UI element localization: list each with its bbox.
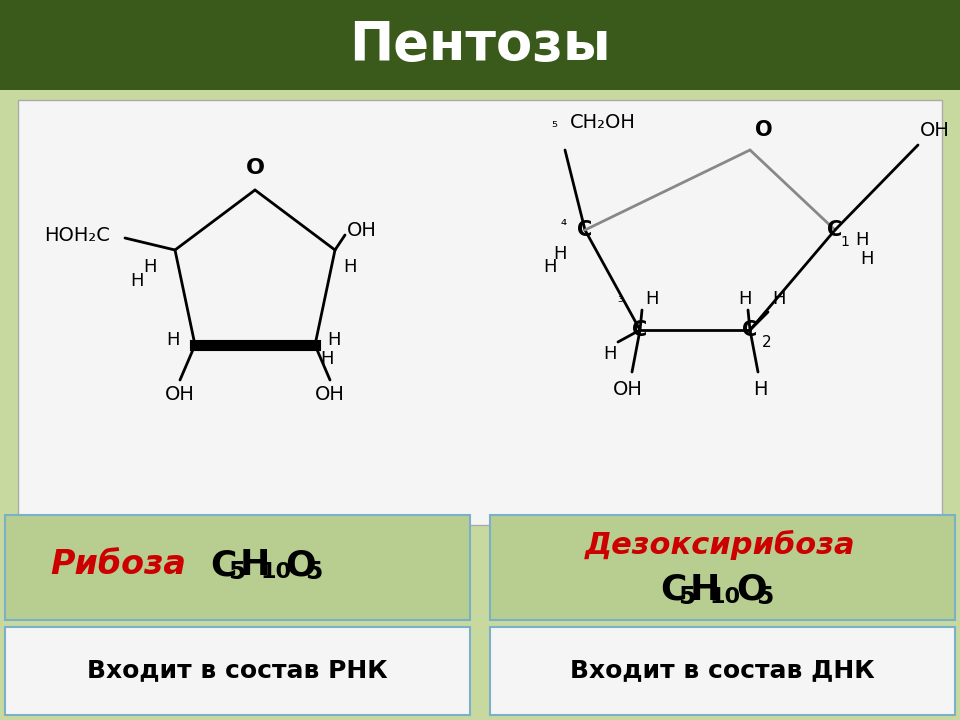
Text: C: C: [828, 220, 843, 240]
Text: H: H: [753, 380, 767, 399]
Text: 10: 10: [710, 587, 741, 607]
Text: H: H: [860, 250, 874, 268]
Text: Пентозы: Пентозы: [349, 19, 611, 71]
Text: H: H: [343, 258, 356, 276]
Text: H: H: [543, 258, 557, 276]
Text: O: O: [285, 548, 316, 582]
Text: ⁴: ⁴: [561, 217, 567, 233]
Text: C: C: [577, 220, 592, 240]
FancyBboxPatch shape: [5, 515, 470, 620]
FancyBboxPatch shape: [490, 515, 955, 620]
FancyBboxPatch shape: [490, 627, 955, 715]
Text: H: H: [645, 290, 659, 308]
Text: C: C: [210, 548, 236, 582]
FancyBboxPatch shape: [5, 627, 470, 715]
FancyBboxPatch shape: [18, 100, 942, 525]
Text: 5: 5: [756, 585, 774, 609]
Text: 2: 2: [762, 335, 772, 350]
Text: H: H: [131, 272, 144, 290]
Text: H: H: [320, 350, 333, 368]
Text: H: H: [772, 290, 785, 308]
Text: H: H: [327, 331, 341, 349]
Text: Входит в состав ДНК: Входит в состав ДНК: [569, 658, 875, 682]
Text: ³: ³: [617, 295, 623, 310]
Text: C: C: [660, 573, 686, 607]
Text: H: H: [166, 331, 180, 349]
Text: H: H: [690, 573, 720, 607]
Text: Дезоксирибоза: Дезоксирибоза: [585, 530, 855, 560]
Text: H: H: [855, 231, 869, 249]
Text: 5: 5: [228, 560, 246, 584]
Text: O: O: [755, 120, 773, 140]
Text: HOH₂C: HOH₂C: [44, 225, 110, 245]
Text: H: H: [240, 548, 271, 582]
Text: Входит в состав РНК: Входит в состав РНК: [86, 658, 388, 682]
Text: CH₂OH: CH₂OH: [570, 113, 636, 132]
Text: OH: OH: [920, 121, 949, 140]
Text: C: C: [633, 320, 648, 340]
Text: H: H: [738, 290, 752, 308]
Text: Рибоза: Рибоза: [50, 549, 186, 582]
Text: OH: OH: [165, 385, 195, 404]
Text: OH: OH: [315, 385, 345, 404]
Text: C: C: [742, 320, 757, 340]
Text: OH: OH: [613, 380, 643, 399]
Text: 5: 5: [678, 585, 695, 609]
Text: H: H: [143, 258, 156, 276]
Text: OH: OH: [347, 220, 377, 240]
Text: H: H: [603, 345, 616, 363]
Text: H: H: [553, 245, 566, 263]
Text: 10: 10: [260, 562, 291, 582]
Text: O: O: [736, 573, 767, 607]
Text: O: O: [246, 158, 265, 178]
FancyBboxPatch shape: [0, 0, 960, 90]
Text: 5: 5: [305, 560, 323, 584]
Text: ⁵: ⁵: [551, 120, 557, 135]
Text: 1: 1: [840, 235, 849, 249]
